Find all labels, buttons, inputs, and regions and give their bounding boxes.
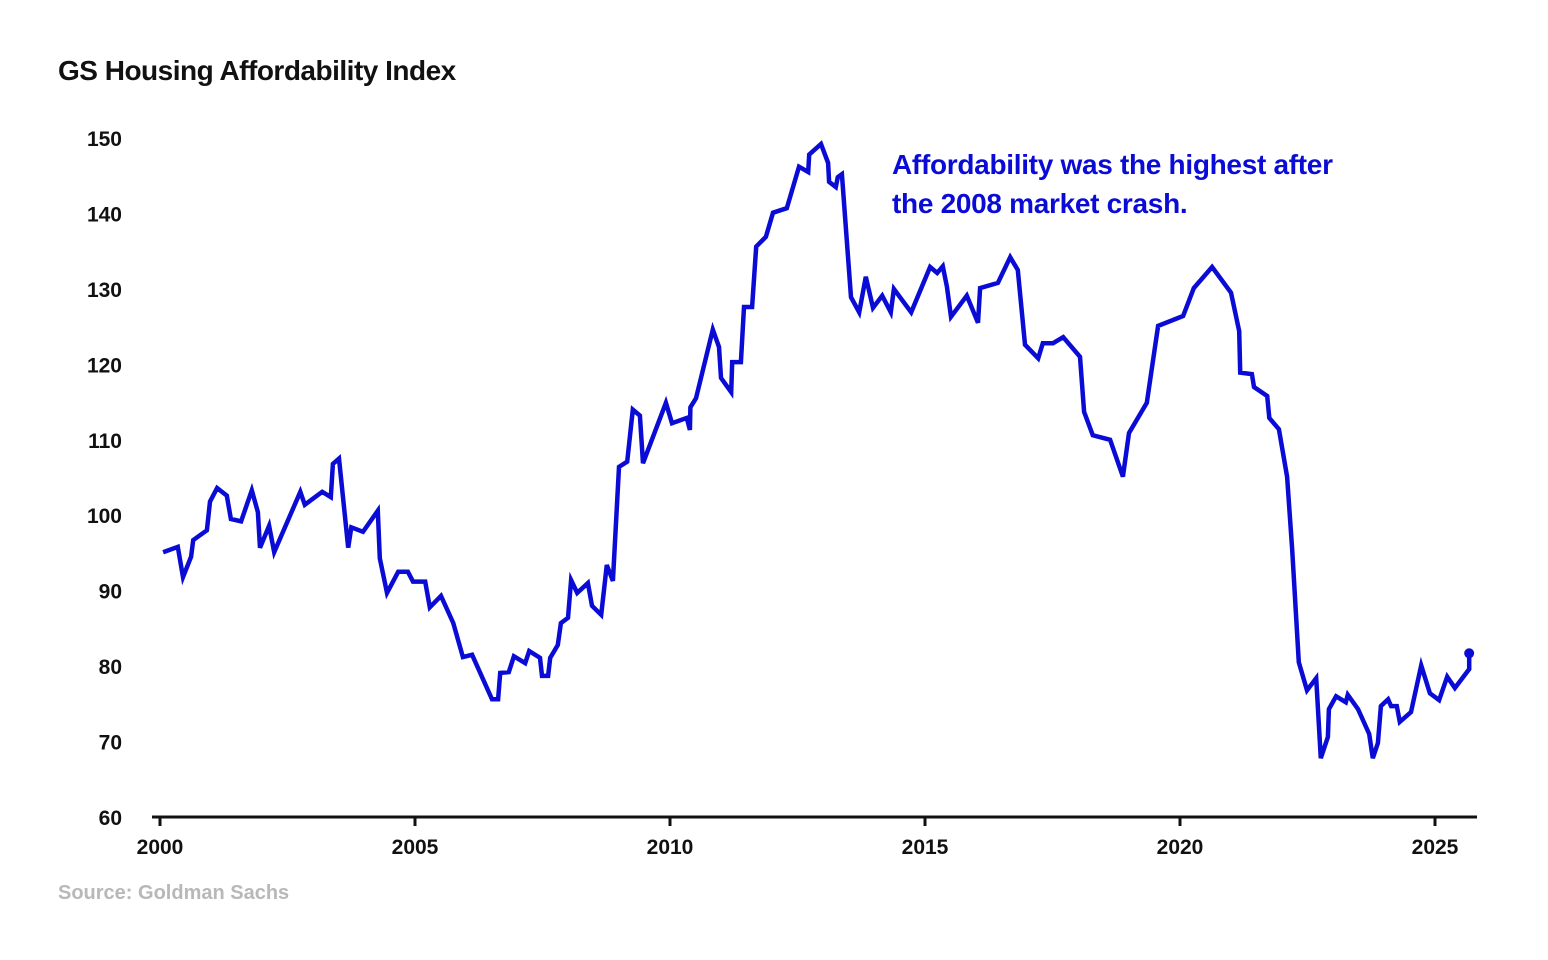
annotation-line-1: Affordability was the highest after bbox=[892, 149, 1333, 180]
x-tick-label: 2020 bbox=[1157, 836, 1204, 859]
x-tick-label: 2000 bbox=[137, 836, 184, 859]
x-tick-label: 2015 bbox=[902, 836, 949, 859]
latest-point-marker bbox=[1464, 648, 1475, 659]
y-tick-label: 120 bbox=[87, 354, 122, 377]
y-tick-label: 110 bbox=[88, 430, 122, 453]
x-tick-label: 2005 bbox=[392, 836, 439, 859]
y-tick-label: 60 bbox=[99, 807, 122, 830]
series-line bbox=[162, 140, 1472, 759]
y-tick-label: 140 bbox=[87, 203, 122, 226]
y-tick-label: 90 bbox=[99, 581, 122, 604]
annotation-line-2: the 2008 market crash. bbox=[892, 188, 1187, 219]
y-tick-label: 70 bbox=[99, 732, 122, 755]
x-axis: 2000 2005 2010 2015 2020 2025 bbox=[137, 817, 1459, 859]
x-tick-label: 2010 bbox=[647, 836, 694, 859]
chart-title: GS Housing Affordability Index bbox=[58, 55, 457, 86]
y-axis: 60 70 80 90 100 110 120 130 140 150 bbox=[87, 128, 122, 830]
y-tick-label: 130 bbox=[87, 279, 122, 302]
y-tick-label: 150 bbox=[87, 128, 122, 151]
y-tick-label: 80 bbox=[99, 656, 122, 679]
series-group bbox=[162, 140, 1475, 759]
source-note: Source: Goldman Sachs bbox=[58, 882, 289, 904]
x-tick-label: 2025 bbox=[1412, 836, 1459, 859]
y-tick-label: 100 bbox=[87, 505, 122, 528]
